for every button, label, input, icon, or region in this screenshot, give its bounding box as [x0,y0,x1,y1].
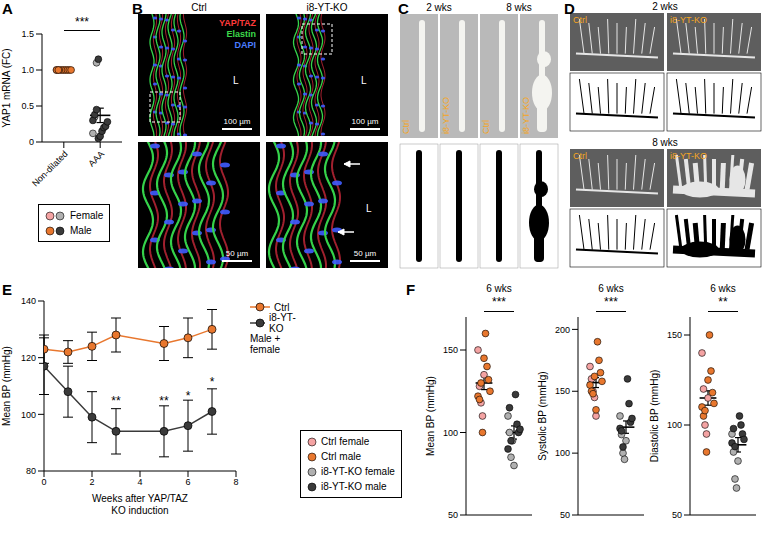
svg-text:Ctrl: Ctrl [573,151,587,161]
svg-text:50 µm: 50 µm [226,249,249,258]
html-text:A: A [2,0,13,17]
html-text:Ctrl: Ctrl [274,301,290,313]
svg-text:150: 150 [555,386,570,396]
svg-text:80: 80 [26,466,36,476]
svg-text:50 µm: 50 µm [354,249,377,258]
svg-text:100: 100 [667,420,682,430]
svg-text:DAPI: DAPI [234,40,256,50]
html-text:D: D [564,0,575,17]
svg-text:140: 140 [21,296,36,306]
svg-text:1.5: 1.5 [21,29,34,39]
html-text:Systolic BP (mmHg): Systolic BP (mmHg) [537,371,548,461]
svg-text:2 wks: 2 wks [652,1,678,12]
html-text:6 wks: 6 wks [710,283,736,294]
html-text:YAP1 mRNA (FC): YAP1 mRNA (FC) [1,48,12,128]
svg-text:8: 8 [233,477,238,487]
html-text:i8-YT-KO female: i8-YT-KO female [321,466,395,477]
svg-text:i8-YT-KO: i8-YT-KO [306,2,347,13]
svg-text:50: 50 [672,510,682,520]
svg-text:200: 200 [555,325,570,335]
svg-text:YAP/TAZ: YAP/TAZ [219,18,257,28]
svg-text:i8-YT-KO: i8-YT-KO [441,97,451,134]
svg-text:L: L [366,203,372,214]
svg-text:2: 2 [89,477,94,487]
html-text:Ctrl male: Ctrl male [321,451,361,462]
svg-text:0: 0 [29,137,34,147]
svg-text:**: ** [159,394,169,408]
html-text:Male + female: Male + female [250,333,281,355]
svg-text:120: 120 [21,353,36,363]
html-text:Mean BP (mmHg): Mean BP (mmHg) [425,376,436,456]
svg-text:100 µm: 100 µm [352,117,379,126]
svg-text:AAA: AAA [86,149,106,169]
svg-text:4: 4 [137,477,142,487]
html-text:Male: Male [70,225,92,236]
html-text:i8-YT-KO: i8-YT-KO [269,312,296,334]
svg-text:Ctrl: Ctrl [401,120,411,134]
svg-text:Non-dilated: Non-dilated [30,149,70,189]
svg-text:0: 0 [41,477,46,487]
svg-text:**: ** [111,394,121,408]
svg-text:100: 100 [21,410,36,420]
svg-text:50: 50 [448,510,458,520]
html-text:i8-YT-KO male: i8-YT-KO male [321,481,387,492]
svg-text:*: * [210,375,215,389]
svg-text:6: 6 [185,477,190,487]
html-text:Female: Female [70,210,104,221]
html-text:Weeks after YAP/TAZ KO inducti: Weeks after YAP/TAZ KO induction [92,493,188,516]
svg-text:150: 150 [667,330,682,340]
html-text:B: B [132,0,143,17]
svg-text:2 wks: 2 wks [426,2,452,13]
svg-text:*: * [186,389,191,403]
svg-text:i8-YT-KO: i8-YT-KO [670,151,707,161]
html-text:Mean BP (mmHg): Mean BP (mmHg) [1,346,12,426]
svg-text:Ctrl: Ctrl [191,2,207,13]
html-text:Ctrl female: Ctrl female [321,436,370,447]
svg-text:1.0: 1.0 [21,65,34,75]
html-text:C: C [398,0,409,17]
svg-text:8 wks: 8 wks [506,2,532,13]
html-text:F: F [406,281,416,298]
svg-text:i8-YT-KO: i8-YT-KO [521,97,531,134]
html-text:Diastolic BP (mmHg): Diastolic BP (mmHg) [649,369,660,463]
svg-text:i8-YT-KO: i8-YT-KO [670,15,707,25]
html-text:6 wks: 6 wks [598,283,624,294]
html-text:E: E [2,281,12,298]
svg-text:100: 100 [555,448,570,458]
svg-text:50: 50 [560,510,570,520]
svg-text:150: 150 [443,345,458,355]
html-text:6 wks: 6 wks [486,283,512,294]
svg-text:Ctrl: Ctrl [573,15,587,25]
svg-text:100 µm: 100 µm [224,117,251,126]
svg-text:Ctrl: Ctrl [481,120,491,134]
svg-text:8 wks: 8 wks [652,137,678,148]
svg-text:L: L [233,75,239,86]
svg-text:L: L [361,75,367,86]
svg-text:Elastin: Elastin [226,29,256,39]
svg-text:0.5: 0.5 [21,101,34,111]
svg-text:100: 100 [443,428,458,438]
